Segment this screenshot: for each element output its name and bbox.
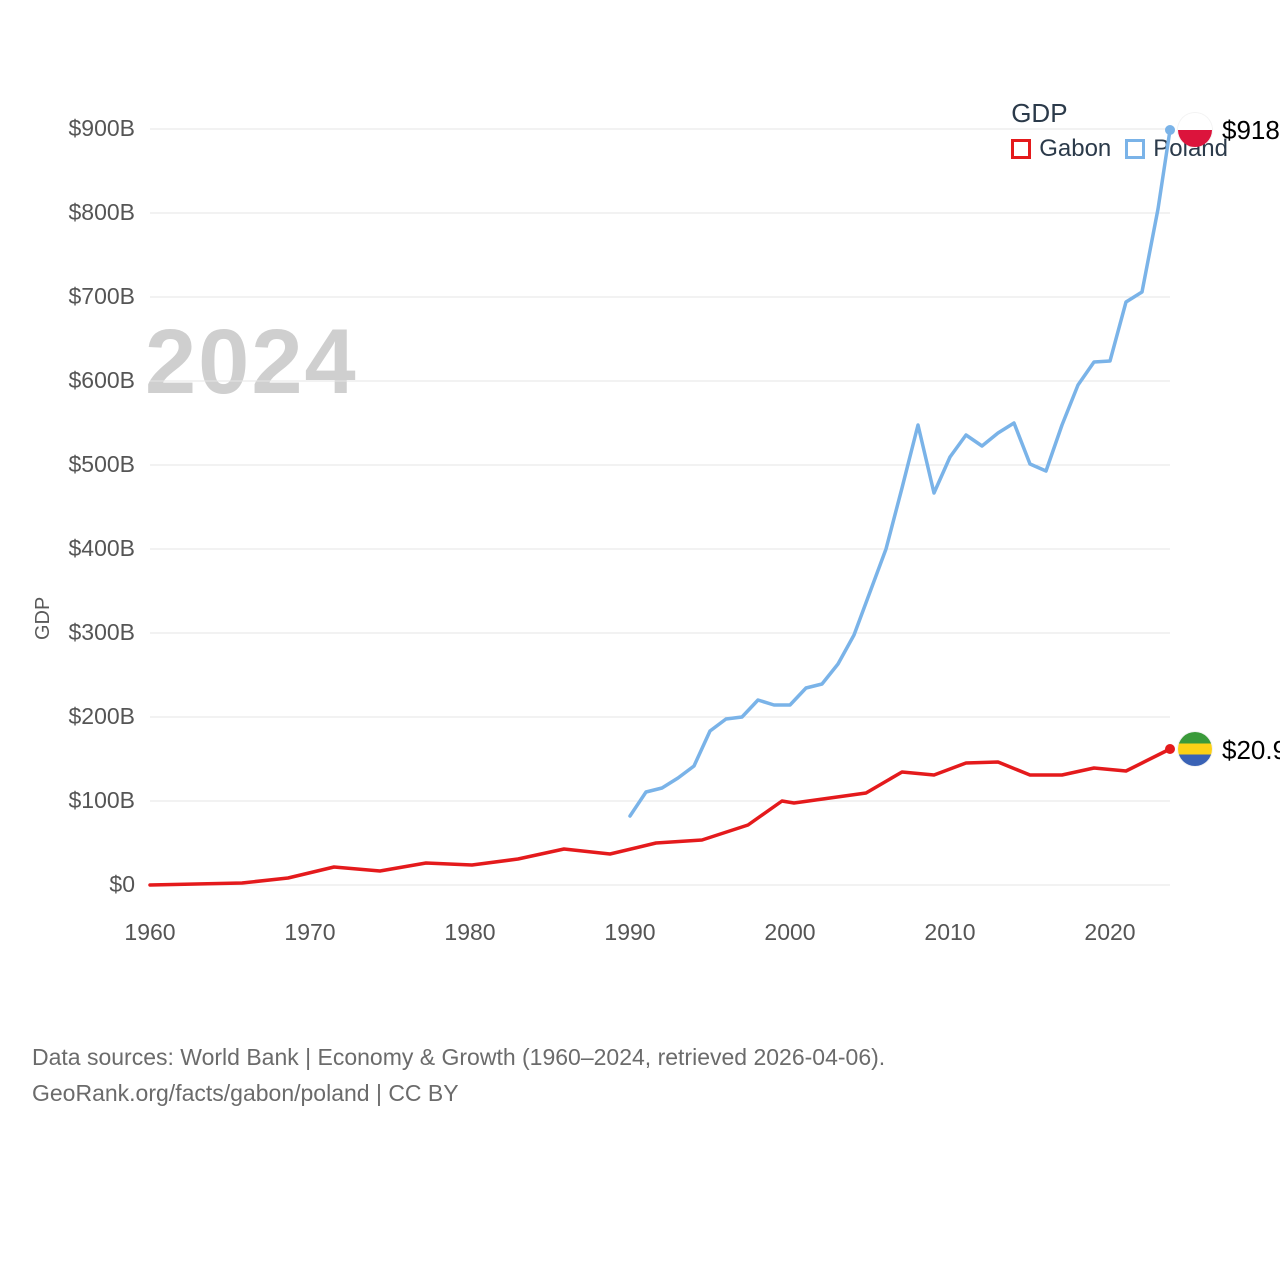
ytick-3: $300B [68,619,135,645]
footer-line2: GeoRank.org/facts/gabon/poland | CC BY [32,1076,1132,1112]
footer-line1: Data sources: World Bank | Economy & Gro… [32,1040,1132,1076]
xtick-1970: 1970 [284,919,335,945]
ytick-1: $100B [68,787,135,813]
ytick-0: $0 [109,871,135,897]
gabon-end-point[interactable] [1165,744,1175,754]
xtick-1990: 1990 [604,919,655,945]
ytick-6: $600B [68,367,135,393]
xtick-2020: 2020 [1084,919,1135,945]
chart-area: 2024 GDP $0 $100B $200B $ [30,95,1210,965]
poland-end-point[interactable] [1165,125,1175,135]
footer-sources: Data sources: World Bank | Economy & Gro… [32,1040,1132,1111]
poland-line[interactable] [630,130,1170,816]
x-tick-labels: 1960 1970 1980 1990 2000 2010 2020 [124,919,1135,945]
ytick-5: $500B [68,451,135,477]
ytick-2: $200B [68,703,135,729]
poland-flag-icon[interactable] [1178,113,1212,147]
y-tick-labels: $0 $100B $200B $300B $400B $500B $600B $… [68,115,135,897]
xtick-2000: 2000 [764,919,815,945]
chart-page: GDP Gabon Poland 2024 GDP [0,0,1280,1280]
gabon-line[interactable] [150,749,1170,885]
ytick-4: $400B [68,535,135,561]
xtick-1980: 1980 [444,919,495,945]
xtick-1960: 1960 [124,919,175,945]
ytick-8: $800B [68,199,135,225]
ytick-9: $900B [68,115,135,141]
gabon-end-label: $20.9B [1222,735,1280,766]
xtick-2010: 2010 [924,919,975,945]
gabon-flag-icon[interactable] [1178,732,1212,766]
line-chart-svg: $0 $100B $200B $300B $400B $500B $600B $… [30,95,1210,965]
ytick-7: $700B [68,283,135,309]
poland-end-label: $918B [1222,115,1280,146]
